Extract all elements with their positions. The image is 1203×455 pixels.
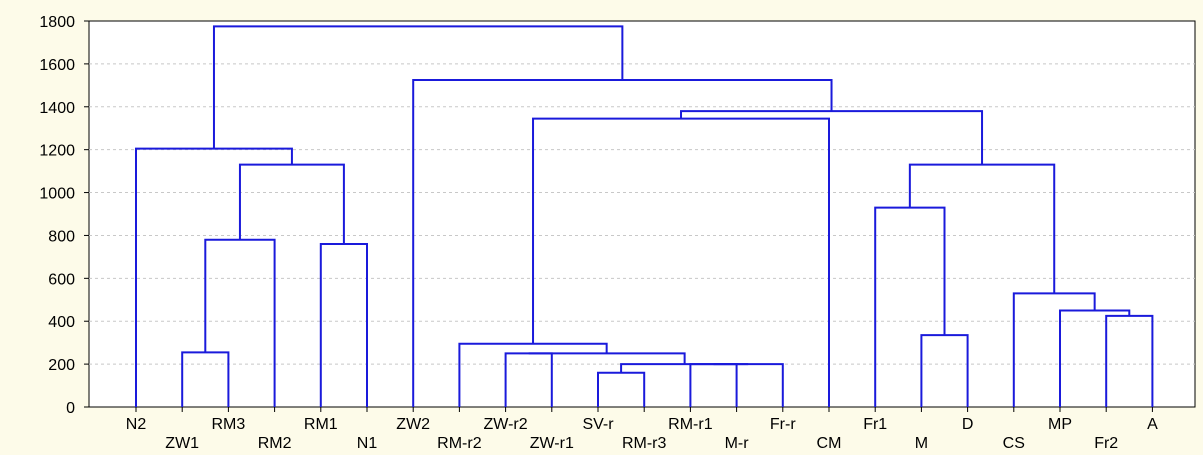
dendrogram-link — [597, 371, 646, 407]
leaf-label: ZW-r1 — [530, 435, 574, 452]
dendrogram-link — [908, 163, 1056, 294]
y-tick-label: 600 — [48, 271, 75, 288]
leaf-label: D — [962, 416, 974, 433]
dendrogram-link — [874, 206, 946, 407]
leaf-label: Fr2 — [1094, 435, 1118, 452]
leaf-label: RM1 — [304, 416, 338, 433]
y-tick-label: 1800 — [39, 14, 75, 31]
leaf-label: A — [1147, 416, 1158, 433]
dendrogram-link — [238, 163, 345, 245]
leaf-label: RM2 — [258, 435, 292, 452]
y-tick-label: 0 — [66, 400, 75, 417]
y-axis: 0 200 400 600 800 1000 1200 1400 1600 1800 — [39, 14, 89, 417]
leaf-label: ZW2 — [396, 416, 430, 433]
dendrogram-link — [458, 342, 608, 407]
dendrogram-link — [680, 110, 984, 165]
dendrogram-link — [181, 351, 230, 407]
dendrogram-link — [620, 363, 749, 373]
leaf-label: N2 — [126, 416, 147, 433]
leaf-label: MP — [1048, 416, 1072, 433]
y-tick-label: 200 — [48, 357, 75, 374]
leaf-label: Fr1 — [863, 416, 887, 433]
y-tick-label: 400 — [48, 314, 75, 331]
leaf-label: ZW-r2 — [484, 416, 528, 433]
leaf-label: RM-r1 — [668, 416, 713, 433]
y-tick-label: 1400 — [39, 100, 75, 117]
y-tick-label: 1200 — [39, 143, 75, 160]
y-tick-label: 1600 — [39, 57, 75, 74]
leaf-label: RM-r3 — [622, 435, 667, 452]
leaf-label: Fr-r — [770, 416, 796, 433]
leaf-label: SV-r — [582, 416, 614, 433]
dendrogram-links — [135, 25, 1154, 407]
leaf-label: RM3 — [212, 416, 246, 433]
leaf-label: ZW1 — [165, 435, 199, 452]
leaf-label: M-r — [725, 435, 750, 452]
dendrogram-link — [528, 352, 686, 365]
leaf-label: CM — [817, 435, 842, 452]
plot-area — [88, 20, 1196, 408]
leaf-label: CS — [1003, 435, 1025, 452]
dendrogram-link — [212, 25, 624, 149]
leaf-label: M — [915, 435, 928, 452]
leaf-label: N1 — [357, 435, 378, 452]
y-tick-label: 1000 — [39, 186, 75, 203]
y-tick-label: 800 — [48, 228, 75, 245]
leaf-label: RM-r2 — [437, 435, 482, 452]
